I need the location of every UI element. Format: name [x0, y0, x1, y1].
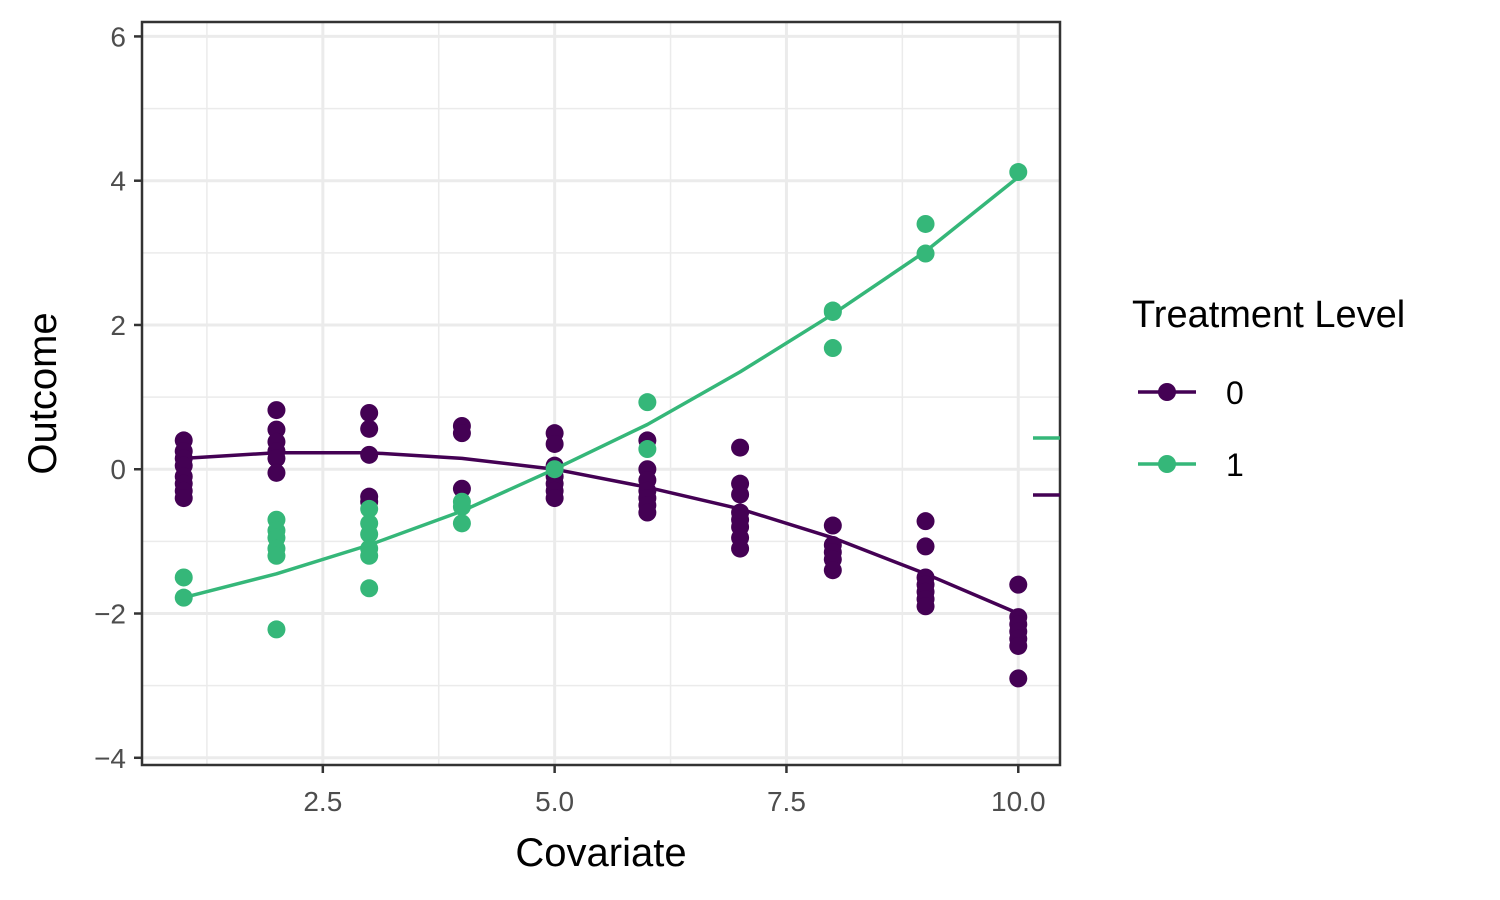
- series-0-point: [452, 479, 471, 498]
- series-0-point: [731, 539, 750, 558]
- series-1-point: [638, 393, 657, 412]
- series-0-point: [360, 419, 379, 438]
- series-1-point: [916, 244, 935, 263]
- axes: 2.5 5.0 7.5 10.0 −4 −2 0 2 4 6 Covariate Outcome: [21, 20, 1062, 875]
- series-0-point: [823, 561, 842, 580]
- y-tick-label: 4: [110, 166, 126, 197]
- x-tick-label: 10.0: [991, 786, 1046, 817]
- x-axis-title: Covariate: [515, 831, 686, 875]
- series-0-point: [916, 597, 935, 616]
- series-1-point: [452, 514, 471, 533]
- plot-border: [140, 20, 1062, 767]
- series-0-point: [267, 449, 286, 468]
- y-tick-label: 2: [110, 310, 126, 341]
- y-tick-label: 0: [110, 454, 126, 485]
- series-1-fit-line: [183, 175, 1020, 600]
- x-tick-label: 5.0: [535, 786, 574, 817]
- legend-item-1: 1: [1138, 447, 1244, 483]
- line-end-markers: [1033, 436, 1060, 497]
- series-0-point: [452, 424, 471, 443]
- series-1-point: [360, 546, 379, 565]
- series-0-point: [916, 537, 935, 556]
- series-0-point: [360, 445, 379, 464]
- legend-label: 1: [1226, 447, 1244, 483]
- series-1-point: [638, 440, 657, 459]
- x-tick-label: 7.5: [767, 786, 806, 817]
- plot-background: [142, 22, 1060, 765]
- y-tick-label: −4: [94, 743, 126, 774]
- series-0-point: [916, 512, 935, 531]
- series-1-point: [267, 620, 286, 639]
- series-1-point: [174, 568, 193, 587]
- y-tick-label: −2: [94, 599, 126, 630]
- legend-label: 0: [1226, 375, 1244, 411]
- series-0-point: [1009, 636, 1028, 655]
- series-0-point: [823, 516, 842, 535]
- y-axis-title: Outcome: [21, 312, 65, 474]
- series-0-point: [174, 489, 193, 508]
- series-1-point: [360, 499, 379, 518]
- legend-title: Treatment Level: [1132, 294, 1405, 336]
- series-0-fit-line: [183, 450, 1019, 616]
- series-1-point: [823, 339, 842, 358]
- series-1-point: [360, 525, 379, 544]
- legend-item-0: 0: [1138, 375, 1244, 411]
- legend-key-point: [1158, 455, 1176, 473]
- series-1: [174, 163, 1028, 639]
- series-0-point: [545, 489, 564, 508]
- series-0-point: [1009, 669, 1028, 688]
- series-1-point: [916, 214, 935, 233]
- y-tick-label: 6: [110, 21, 126, 52]
- series-1-point: [360, 579, 379, 598]
- series-0-point: [731, 438, 750, 457]
- series-1-point: [545, 460, 564, 479]
- series-0-point: [267, 463, 286, 482]
- series-1-point: [267, 546, 286, 565]
- series-0-point: [1009, 575, 1028, 594]
- series-layer: [174, 163, 1028, 688]
- series-1-point: [174, 588, 193, 607]
- series-1-point: [823, 302, 842, 321]
- series-1-point: [1009, 163, 1028, 182]
- legend-key-point: [1158, 383, 1176, 401]
- series-1-point: [452, 497, 471, 516]
- series-0-point: [731, 485, 750, 504]
- series-0-point: [267, 401, 286, 420]
- x-tick-label: 2.5: [303, 786, 342, 817]
- series-0-point: [360, 403, 379, 422]
- plot-panel: [142, 22, 1060, 765]
- legend: Treatment Level 0 1: [1033, 294, 1405, 497]
- series-0-point: [545, 434, 564, 453]
- series-0-point: [638, 503, 657, 522]
